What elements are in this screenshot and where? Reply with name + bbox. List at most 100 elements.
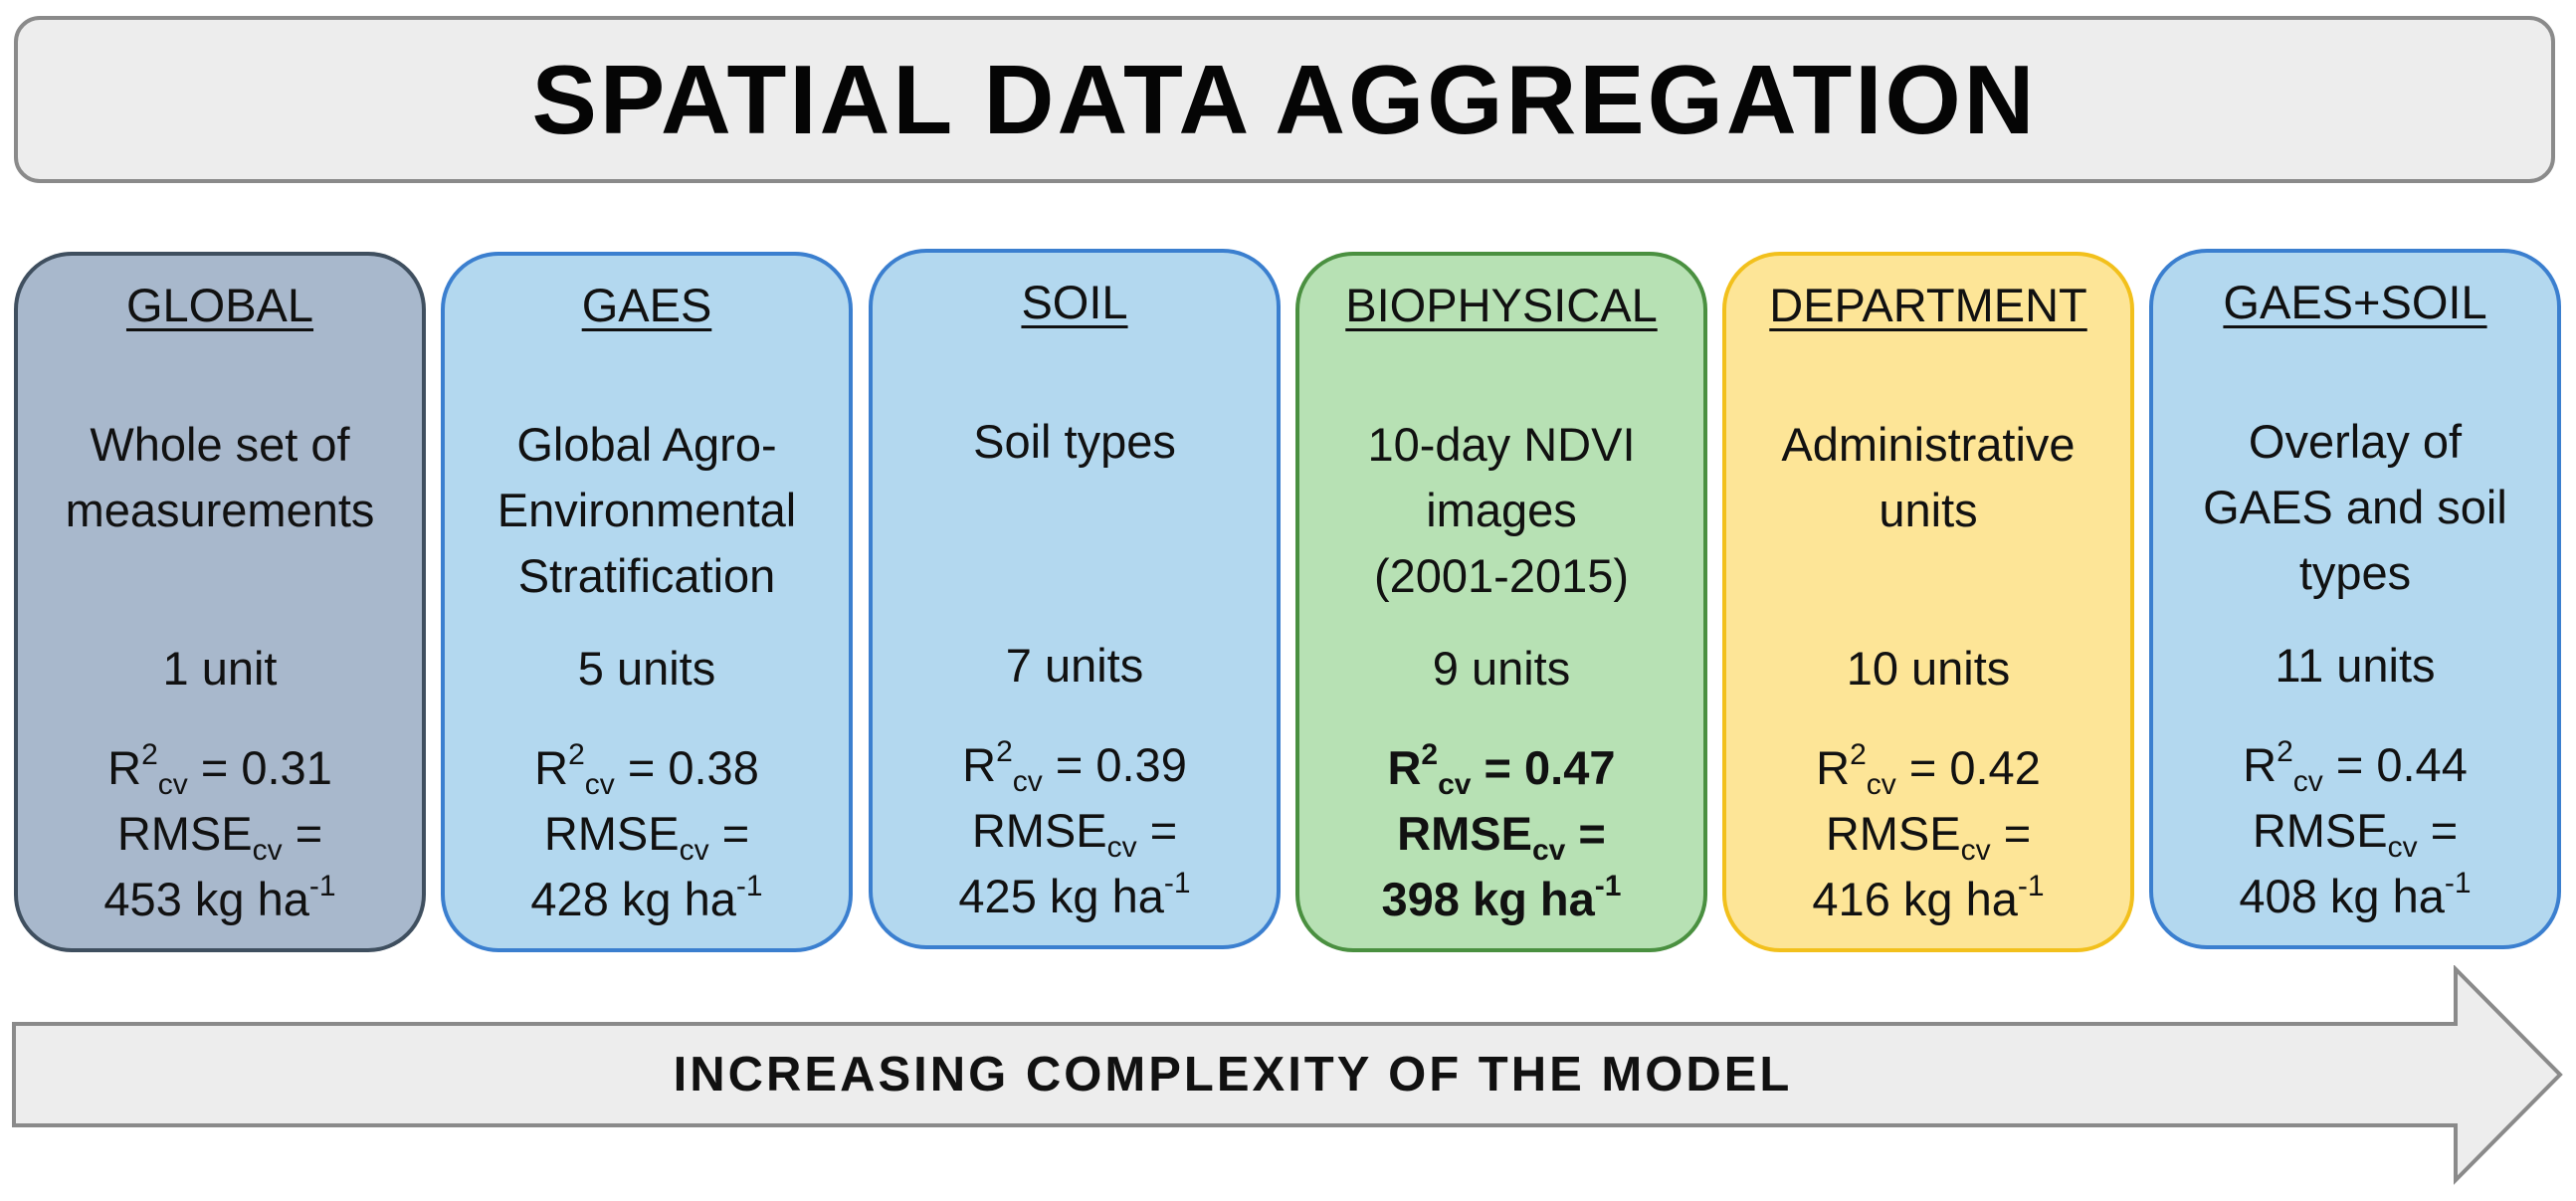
- card-description: 10-day NDVI images (2001-2015): [1317, 412, 1685, 609]
- rmse-line: RMSEcv =: [1726, 801, 2130, 867]
- rmse-label: RMSE: [543, 807, 680, 860]
- title-banner: SPATIAL DATA AGGREGATION: [14, 16, 2555, 183]
- card-title: GLOBAL: [125, 279, 314, 331]
- rmse-label: RMSE: [116, 807, 253, 860]
- r2-label: R: [962, 738, 997, 791]
- desc-line: measurements: [65, 484, 375, 536]
- r2-line: R2cv = 0.44: [2153, 732, 2557, 798]
- r2-superscript: 2: [1421, 738, 1439, 771]
- desc-line: Stratification: [517, 549, 776, 602]
- r2-line: R2cv = 0.42: [1726, 735, 2130, 801]
- r2-line: R2cv = 0.39: [873, 732, 1277, 798]
- desc-line: (2001-2015): [1373, 549, 1630, 602]
- r2-subscript: cv: [584, 768, 615, 801]
- card-description: Whole set of measurements: [36, 412, 404, 543]
- rmse-value-line: 408 kg ha-1: [2153, 864, 2557, 929]
- r2-value: = 0.47: [1471, 741, 1616, 794]
- desc-line: Whole set of: [90, 418, 350, 471]
- card-metrics: R2cv = 0.42 RMSEcv = 416 kg ha-1: [1726, 735, 2130, 932]
- r2-label: R: [2243, 738, 2278, 791]
- r2-superscript: 2: [141, 738, 158, 771]
- card-metrics: R2cv = 0.38 RMSEcv = 428 kg ha-1: [445, 735, 849, 932]
- r2-value: = 0.31: [187, 741, 332, 794]
- desc-line: Soil types: [973, 415, 1176, 468]
- unit-count: 10 units: [1846, 642, 2011, 695]
- r2-label: R: [107, 741, 142, 794]
- card-title: DEPARTMENT: [1769, 279, 2087, 331]
- rmse-value-line: 428 kg ha-1: [445, 867, 849, 932]
- r2-label: R: [534, 741, 569, 794]
- rmse-subscript: cv: [679, 834, 709, 867]
- desc-line: Overlay of: [2248, 415, 2463, 468]
- unit-count: 5 units: [577, 642, 716, 695]
- desc-line: Environmental: [496, 484, 797, 536]
- card-gaes: GAES Global Agro- Environmental Stratifi…: [441, 252, 853, 952]
- rmse-value: 428 kg ha: [530, 873, 736, 925]
- card-title: GAES+SOIL: [2223, 276, 2487, 328]
- rmse-equals: =: [2417, 804, 2459, 857]
- card-metrics-best: R2cv = 0.47 RMSEcv = 398 kg ha-1: [1299, 735, 1703, 932]
- rmse-label: RMSE: [971, 804, 1107, 857]
- rmse-line: RMSEcv =: [18, 801, 422, 867]
- rmse-value: 416 kg ha: [1812, 873, 2018, 925]
- unit-count: 11 units: [2275, 639, 2436, 692]
- rmse-value-line: 425 kg ha-1: [873, 864, 1277, 929]
- r2-line: R2cv = 0.38: [445, 735, 849, 801]
- rmse-label: RMSE: [1825, 807, 1961, 860]
- desc-line: types: [2298, 546, 2412, 599]
- unit-count: 7 units: [1005, 639, 1144, 692]
- r2-value: = 0.38: [614, 741, 759, 794]
- card-metrics: R2cv = 0.31 RMSEcv = 453 kg ha-1: [18, 735, 422, 932]
- desc-line: GAES and soil: [2203, 481, 2507, 533]
- card-metrics: R2cv = 0.39 RMSEcv = 425 kg ha-1: [873, 732, 1277, 929]
- rmse-subscript: cv: [1531, 834, 1566, 867]
- r2-line: R2cv = 0.31: [18, 735, 422, 801]
- card-title: GAES: [581, 279, 712, 331]
- rmse-label: RMSE: [1397, 807, 1532, 860]
- unit-count: 1 unit: [162, 642, 278, 695]
- rmse-subscript: cv: [252, 834, 283, 867]
- r2-superscript: 2: [568, 738, 585, 771]
- card-description: Administrative units: [1744, 412, 2112, 543]
- card-title: BIOPHYSICAL: [1345, 279, 1658, 331]
- rmse-subscript: cv: [2387, 831, 2418, 864]
- rmse-unit-superscript: -1: [308, 870, 336, 902]
- desc-line: Administrative: [1781, 418, 2076, 471]
- card-soil: SOIL Soil types 7 units R2cv = 0.39 RMSE…: [869, 249, 1281, 949]
- rmse-unit-superscript: -1: [1594, 870, 1622, 902]
- r2-superscript: 2: [996, 735, 1013, 768]
- rmse-subscript: cv: [1960, 834, 1991, 867]
- arrow-label: INCREASING COMPLEXITY OF THE MODEL: [673, 1048, 1793, 1101]
- r2-subscript: cv: [1866, 768, 1896, 801]
- card-description: Soil types: [891, 409, 1259, 475]
- rmse-line: RMSEcv =: [873, 798, 1277, 864]
- r2-subscript: cv: [2292, 765, 2323, 798]
- r2-superscript: 2: [1850, 738, 1867, 771]
- rmse-equals: =: [1136, 804, 1178, 857]
- rmse-equals: =: [282, 807, 323, 860]
- card-title: SOIL: [1021, 276, 1128, 328]
- page-title: SPATIAL DATA AGGREGATION: [531, 44, 2038, 154]
- rmse-subscript: cv: [1106, 831, 1137, 864]
- card-biophysical: BIOPHYSICAL 10-day NDVI images (2001-201…: [1295, 252, 1707, 952]
- r2-value: = 0.39: [1042, 738, 1187, 791]
- rmse-line: RMSEcv =: [1299, 801, 1703, 867]
- rmse-value: 398 kg ha: [1381, 873, 1595, 925]
- card-description: Overlay of GAES and soil types: [2171, 409, 2539, 606]
- r2-superscript: 2: [2277, 735, 2293, 768]
- rmse-line: RMSEcv =: [445, 801, 849, 867]
- complexity-arrow: [0, 964, 2576, 1196]
- card-global: GLOBAL Whole set of measurements 1 unit …: [14, 252, 426, 952]
- rmse-value: 425 kg ha: [958, 870, 1164, 922]
- r2-subscript: cv: [1012, 765, 1043, 798]
- rmse-equals: =: [708, 807, 750, 860]
- r2-value: = 0.42: [1895, 741, 2041, 794]
- rmse-value-line: 416 kg ha-1: [1726, 867, 2130, 932]
- r2-value: = 0.44: [2322, 738, 2468, 791]
- r2-line: R2cv = 0.47: [1299, 735, 1703, 801]
- rmse-equals: =: [1565, 807, 1606, 860]
- r2-subscript: cv: [1438, 768, 1472, 801]
- card-gaes-soil: GAES+SOIL Overlay of GAES and soil types…: [2149, 249, 2561, 949]
- rmse-unit-superscript: -1: [2017, 870, 2045, 902]
- rmse-value-line: 453 kg ha-1: [18, 867, 422, 932]
